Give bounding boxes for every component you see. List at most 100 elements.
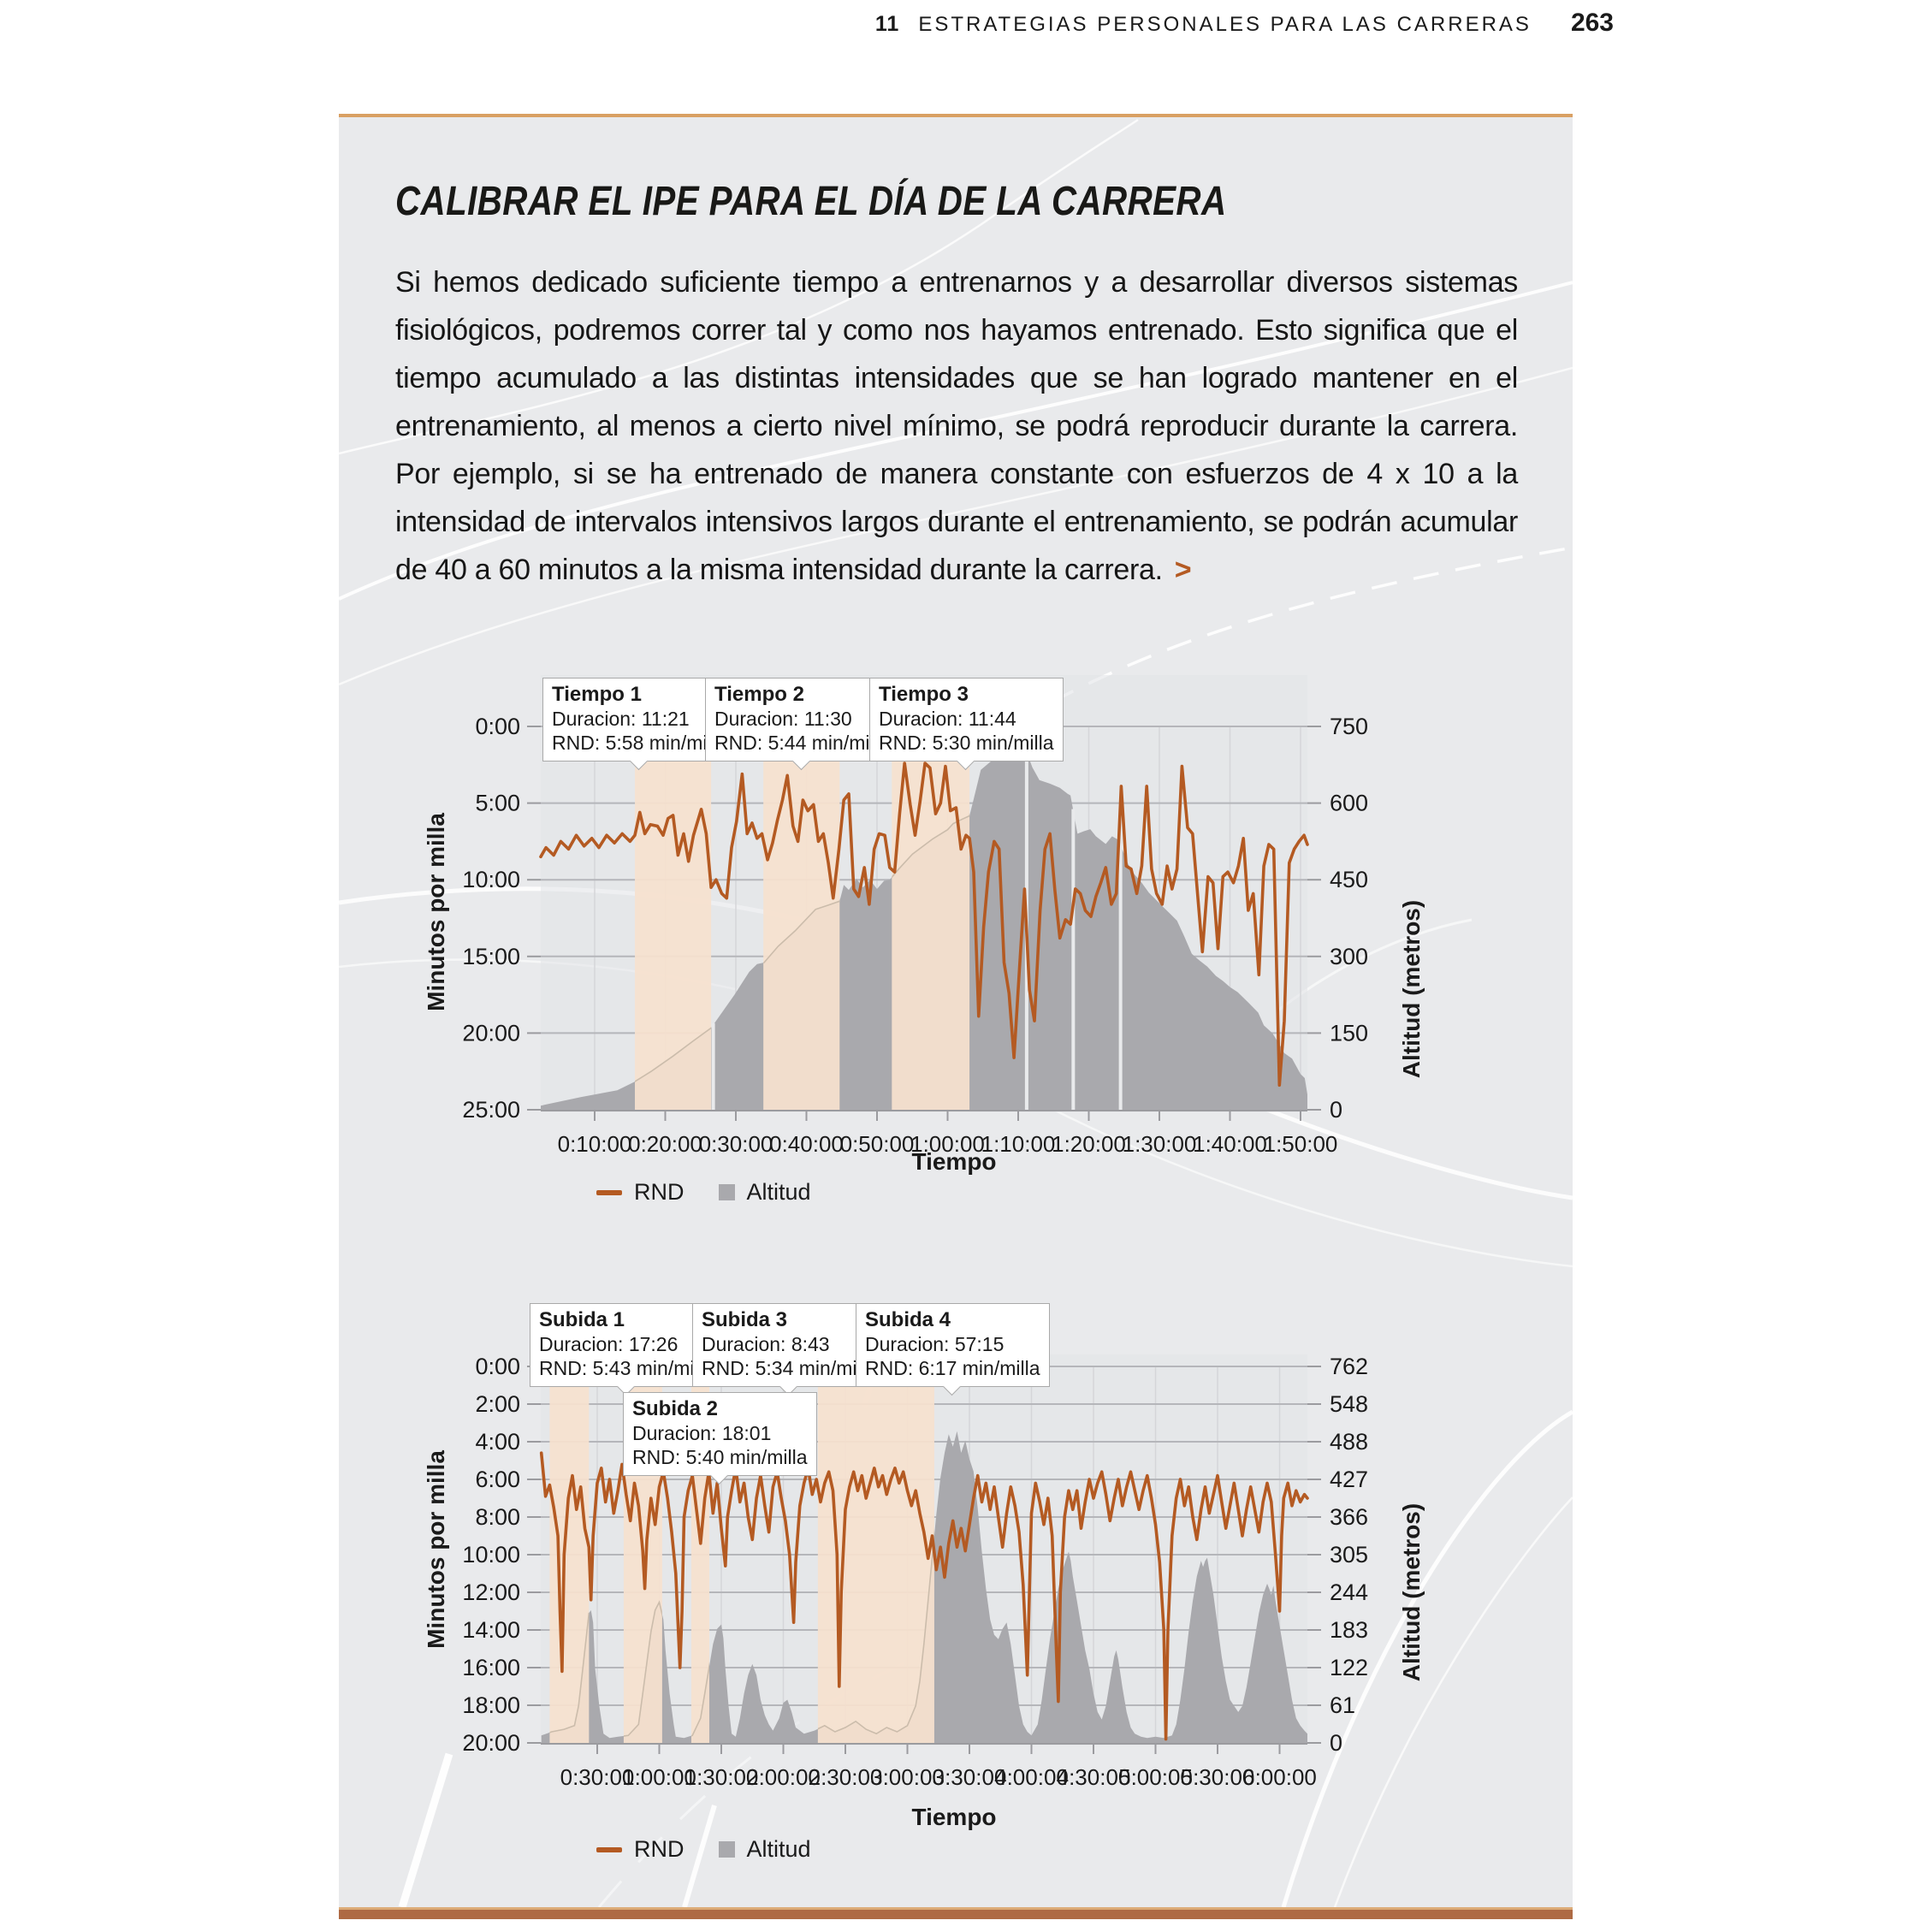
svg-text:3:00:00: 3:00:00 xyxy=(870,1764,945,1790)
svg-text:8:00: 8:00 xyxy=(475,1504,520,1530)
section-title: CALIBRAR EL IPE PARA EL DÍA DE LA CARRER… xyxy=(395,179,1227,224)
interval-annotation-box: Subida 3 Duracion: 8:43 RND: 5:34 min/mi… xyxy=(692,1303,886,1387)
interval-duration: Duracion: 11:44 xyxy=(879,708,1016,730)
svg-text:2:30:00: 2:30:00 xyxy=(809,1764,883,1790)
svg-text:20:00: 20:00 xyxy=(462,1730,520,1756)
svg-text:15:00: 15:00 xyxy=(462,944,520,969)
altitud-area-swatch xyxy=(718,1841,735,1858)
svg-text:10:00: 10:00 xyxy=(462,1542,520,1568)
svg-text:244: 244 xyxy=(1330,1579,1368,1605)
interval-title: Subida 2 xyxy=(632,1397,719,1420)
interval-annotation-box: Tiempo 3 Duracion: 11:44 RND: 5:30 min/m… xyxy=(869,678,1064,762)
interval-title: Subida 3 xyxy=(702,1308,788,1331)
chart2-left-axis-title: Minutos por milla xyxy=(423,1450,449,1649)
interval-title: Tiempo 2 xyxy=(714,683,804,706)
interval-title: Tiempo 3 xyxy=(879,683,969,706)
svg-text:0:30:00: 0:30:00 xyxy=(560,1764,635,1790)
svg-text:5:00: 5:00 xyxy=(475,791,520,816)
svg-text:750: 750 xyxy=(1330,714,1368,739)
svg-text:2:00:00: 2:00:00 xyxy=(746,1764,821,1790)
interval-annotation-box: Tiempo 1 Duracion: 11:21 RND: 5:58 min/m… xyxy=(542,678,737,762)
interval-annotation-box: Subida 2 Duracion: 18:01 RND: 5:40 min/m… xyxy=(623,1392,817,1476)
interval-rnd: RND: 5:43 min/milla xyxy=(539,1357,714,1379)
svg-text:6:00: 6:00 xyxy=(475,1467,520,1492)
interval-rnd: RND: 5:58 min/milla xyxy=(552,732,727,754)
chart2-legend-altitud: Altitud xyxy=(746,1836,811,1862)
svg-text:300: 300 xyxy=(1330,944,1368,969)
rnd-line-swatch xyxy=(596,1189,622,1195)
more-arrow-icon: > xyxy=(1174,554,1192,586)
interval-title: Tiempo 1 xyxy=(552,683,642,706)
svg-text:762: 762 xyxy=(1330,1354,1368,1379)
svg-text:1:00:00: 1:00:00 xyxy=(622,1764,696,1790)
svg-text:548: 548 xyxy=(1330,1391,1368,1417)
svg-text:14:00: 14:00 xyxy=(462,1617,520,1643)
page-number: 263 xyxy=(1570,9,1614,37)
interval-rnd: RND: 6:17 min/milla xyxy=(865,1357,1040,1379)
chapter-number: 11 xyxy=(874,12,900,36)
svg-text:61: 61 xyxy=(1330,1692,1355,1718)
svg-text:450: 450 xyxy=(1330,867,1368,892)
svg-text:427: 427 xyxy=(1330,1467,1368,1492)
interval-rnd: RND: 5:44 min/milla xyxy=(714,732,890,754)
svg-text:150: 150 xyxy=(1330,1020,1368,1046)
svg-text:25:00: 25:00 xyxy=(462,1097,520,1123)
chart1-legend-altitud: Altitud xyxy=(746,1179,811,1205)
bottom-rule-accent xyxy=(339,1907,1573,1910)
svg-text:0:40:00: 0:40:00 xyxy=(769,1131,844,1157)
svg-text:1:10:00: 1:10:00 xyxy=(981,1131,1056,1157)
svg-text:600: 600 xyxy=(1330,791,1368,816)
svg-text:0:00: 0:00 xyxy=(475,714,520,739)
svg-text:305: 305 xyxy=(1330,1542,1368,1568)
svg-text:122: 122 xyxy=(1330,1655,1368,1680)
svg-text:0:30:00: 0:30:00 xyxy=(699,1131,773,1157)
svg-text:5:30:00: 5:30:00 xyxy=(1181,1764,1255,1790)
interval-duration: Duracion: 17:26 xyxy=(539,1333,679,1355)
svg-text:488: 488 xyxy=(1330,1429,1368,1455)
chart1-legend-rnd: RND xyxy=(634,1179,684,1205)
svg-text:0:10:00: 0:10:00 xyxy=(558,1131,632,1157)
svg-text:0: 0 xyxy=(1330,1730,1342,1756)
svg-text:4:00: 4:00 xyxy=(475,1429,520,1455)
paragraph-text: Si hemos dedicado suficiente tiempo a en… xyxy=(395,266,1518,586)
svg-text:0: 0 xyxy=(1330,1097,1342,1123)
svg-text:12:00: 12:00 xyxy=(462,1579,520,1605)
svg-text:6:00:00: 6:00:00 xyxy=(1242,1764,1317,1790)
svg-text:1:30:00: 1:30:00 xyxy=(1123,1131,1197,1157)
interval-title: Subida 1 xyxy=(539,1308,625,1331)
svg-text:5:00:00: 5:00:00 xyxy=(1118,1764,1193,1790)
interval-rnd: RND: 5:40 min/milla xyxy=(632,1446,808,1468)
svg-text:1:00:00: 1:00:00 xyxy=(910,1131,985,1157)
svg-text:0:50:00: 0:50:00 xyxy=(840,1131,915,1157)
interval-annotation-box: Subida 4 Duracion: 57:15 RND: 6:17 min/m… xyxy=(856,1303,1050,1387)
chart1-right-axis-title: Altitud (metros) xyxy=(1398,899,1425,1079)
body-paragraph: Si hemos dedicado suficiente tiempo a en… xyxy=(395,258,1518,594)
svg-text:1:30:00: 1:30:00 xyxy=(684,1764,759,1790)
interval-rnd: RND: 5:30 min/milla xyxy=(879,732,1054,754)
chart1-left-axis-title: Minutos por milla xyxy=(423,813,449,1011)
svg-text:4:30:00: 4:30:00 xyxy=(1057,1764,1131,1790)
svg-text:18:00: 18:00 xyxy=(462,1692,520,1718)
svg-text:2:00: 2:00 xyxy=(475,1391,520,1417)
svg-text:0:20:00: 0:20:00 xyxy=(628,1131,702,1157)
svg-text:4:00:00: 4:00:00 xyxy=(994,1764,1069,1790)
page-header: 11 ESTRATEGIAS PERSONALES PARA LAS CARRE… xyxy=(875,9,1614,38)
svg-text:1:40:00: 1:40:00 xyxy=(1193,1131,1267,1157)
interval-duration: Duracion: 11:21 xyxy=(552,708,690,730)
bottom-rule xyxy=(339,1910,1573,1919)
svg-text:3:30:00: 3:30:00 xyxy=(933,1764,1007,1790)
interval-annotation-box: Subida 1 Duracion: 17:26 RND: 5:43 min/m… xyxy=(530,1303,724,1387)
interval-duration: Duracion: 57:15 xyxy=(865,1333,1005,1355)
rnd-line-swatch xyxy=(596,1846,622,1852)
svg-text:1:50:00: 1:50:00 xyxy=(1264,1131,1338,1157)
chart2-legend: RND Altitud xyxy=(596,1836,811,1863)
svg-text:10:00: 10:00 xyxy=(462,867,520,892)
svg-text:16:00: 16:00 xyxy=(462,1655,520,1680)
chapter-title: ESTRATEGIAS PERSONALES PARA LAS CARRERAS xyxy=(918,13,1532,36)
svg-text:0:00: 0:00 xyxy=(475,1354,520,1379)
interval-duration: Duracion: 8:43 xyxy=(702,1333,830,1355)
svg-text:183: 183 xyxy=(1330,1617,1368,1643)
svg-text:1:20:00: 1:20:00 xyxy=(1052,1131,1126,1157)
interval-duration: Duracion: 11:30 xyxy=(714,708,852,730)
